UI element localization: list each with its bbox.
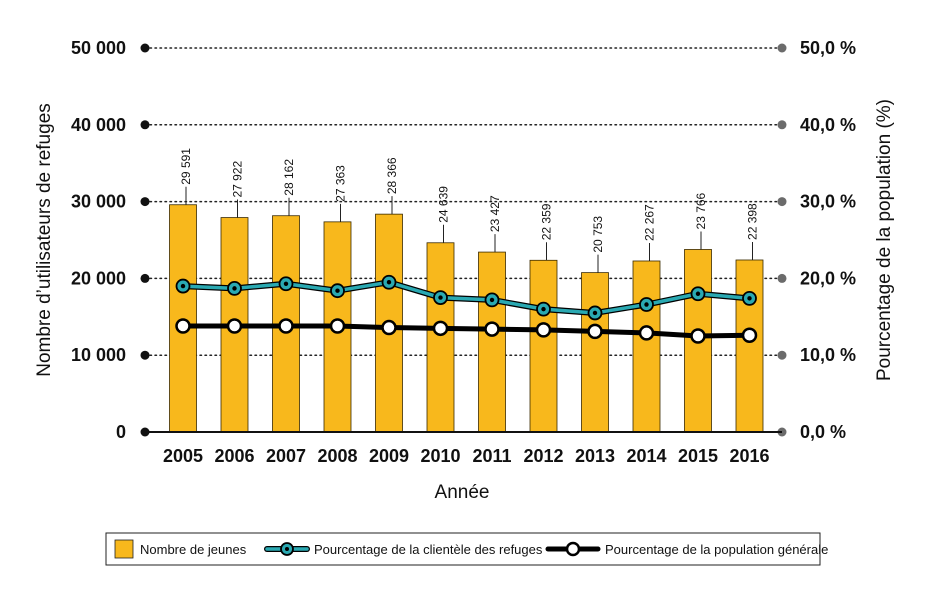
series-point [175,318,191,334]
y-axis-tick-dot [140,120,150,130]
series-point-dot [283,281,289,286]
x-axis-tick-label: 2014 [626,446,666,466]
y2-axis-tick-label: 40,0 % [800,115,856,135]
series-point [432,320,449,337]
x-axis-tick-label: 2007 [266,446,306,466]
bar [529,259,558,433]
y2-axis-tick-dot [777,350,787,360]
y2-axis-tick-label: 30,0 % [800,192,856,212]
bar-series: 29 591 27 922 28 162 27 363 28 366 24 639 23 4… [169,148,764,433]
series-point [226,318,243,334]
x-axis-tick-label: 2015 [678,446,718,466]
series-point [484,321,500,337]
series-point [278,318,294,334]
y2-axis-tick-dot [777,197,787,207]
legend-bar-swatch [114,539,134,559]
series-point [638,325,655,341]
y-axis-tick-label: 50 000 [71,38,126,58]
gridlines [144,47,783,356]
series-point-dot [541,306,546,312]
data-label: 24 639 [437,186,451,223]
bar [632,260,661,433]
data-label: 22 267 [643,204,657,241]
y2-axis-tick-label: 10,0 % [800,345,856,365]
data-label: 20 753 [591,216,605,253]
data-label: 23 766 [694,192,708,229]
series-line [182,280,750,315]
series-point-dot [695,291,701,296]
legend: Nombre de jeunes Pourcentage de la clien… [105,532,828,566]
series-point [329,318,346,334]
series-point-dot [335,288,340,293]
series-point [741,327,758,343]
legend-label-bars: Nombre de jeunes [140,542,247,557]
series-point-dot [438,295,443,300]
series-point-dot [386,280,392,285]
series-point [381,319,397,336]
data-label: 27 363 [334,165,348,202]
legend-box [105,532,821,566]
legend-teal-marker-dot [285,547,289,551]
x-axis-tick-label: 2005 [163,446,203,466]
y2-axis-tick-dot [777,273,787,283]
bar [735,259,764,433]
series-line [183,323,750,339]
series-point-dot [489,297,495,303]
series-point [535,322,552,338]
y2-axis-tick-dot [777,43,787,53]
y2-axis-title: Pourcentage de la population (%) [874,99,895,381]
series-point-dot [232,286,237,291]
x-axis-tick-label: 2006 [214,446,254,466]
bar [478,251,506,433]
data-label: 22 398 [746,203,760,240]
y2-axis-tick-dot [777,120,787,130]
x-axis-tick-label: 2016 [729,446,769,466]
data-label: 28 366 [385,157,399,194]
x-axis-tick-label: 2008 [317,446,357,466]
series-point-dot [180,283,186,289]
y-axis-tick-dot [140,197,150,207]
axes: 0 10 000 20 000 30 000 40 000 50 000 0,0 % 10,0… [71,38,856,466]
legend-label-teal: Pourcentage de la clientèle des refuges [314,542,543,557]
x-axis-tick-label: 2011 [472,446,511,466]
x-axis-tick-label: 2012 [523,446,563,466]
y-axis-tick-dot [140,273,150,283]
data-label: 27 922 [231,161,245,198]
line-series [175,274,758,344]
series-point-dot [592,310,598,316]
data-label: 22 359 [540,203,554,240]
series-point [587,323,603,340]
y-axis-tick-label: 40 000 [71,115,126,135]
legend-black-marker [565,541,581,557]
y-axis-tick-label: 0 [116,422,126,442]
data-label: 28 162 [282,159,296,196]
y-axis-tick-dot [140,43,150,53]
x-axis-tick-label: 2009 [369,446,409,466]
x-axis-title: Année [435,482,490,503]
y2-axis-tick-label: 0,0 % [800,422,846,442]
data-label: 29 591 [179,148,193,185]
y2-axis-tick-label: 50,0 % [800,38,856,58]
y-axis-title: Nombre d’utilisateurs de refuges [34,103,55,377]
x-axis-tick-label: 2013 [575,446,615,466]
y-axis-tick-label: 10 000 [71,345,126,365]
y2-axis-tick-label: 20,0 % [800,268,856,288]
legend-label-black: Pourcentage de la population générale [605,542,828,557]
x-axis-tick-label: 2010 [420,446,460,466]
series-point-dot [644,302,649,307]
y-axis-tick-dot [140,350,150,360]
series-point [690,328,706,344]
data-label: 23 427 [488,195,502,232]
y-axis-tick-label: 20 000 [71,268,126,288]
bar [581,272,609,433]
bar [426,242,455,433]
y-axis-tick-label: 30 000 [71,192,126,212]
series-point-dot [747,296,752,301]
